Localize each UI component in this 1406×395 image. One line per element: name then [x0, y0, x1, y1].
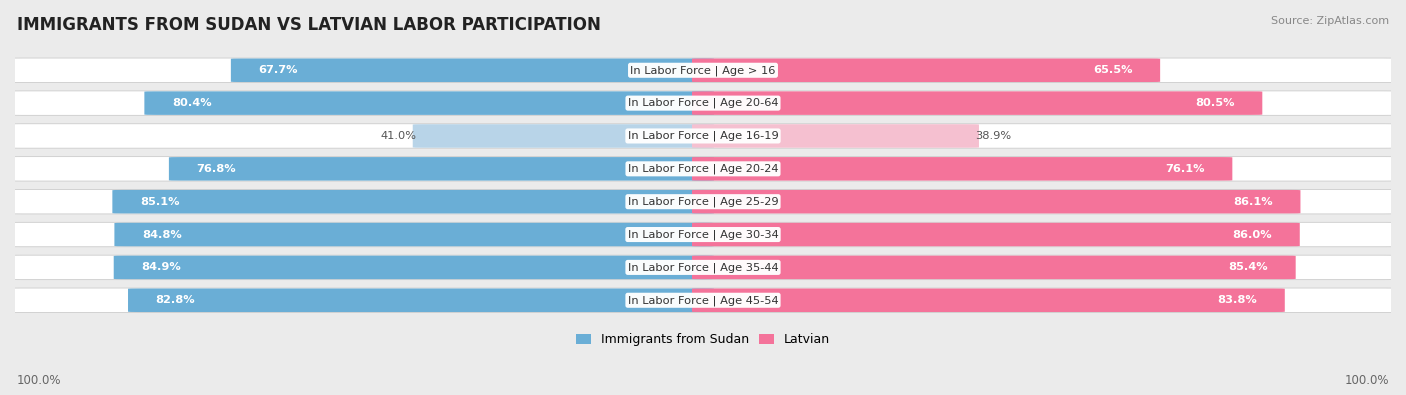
FancyBboxPatch shape	[169, 157, 714, 181]
FancyBboxPatch shape	[112, 190, 714, 213]
Text: 85.1%: 85.1%	[139, 197, 180, 207]
Text: 67.7%: 67.7%	[259, 65, 298, 75]
Text: IMMIGRANTS FROM SUDAN VS LATVIAN LABOR PARTICIPATION: IMMIGRANTS FROM SUDAN VS LATVIAN LABOR P…	[17, 16, 600, 34]
Text: 100.0%: 100.0%	[1344, 374, 1389, 387]
Text: 80.5%: 80.5%	[1195, 98, 1234, 108]
Text: In Labor Force | Age 30-34: In Labor Force | Age 30-34	[627, 229, 779, 240]
Text: 76.8%: 76.8%	[197, 164, 236, 174]
FancyBboxPatch shape	[145, 91, 714, 115]
Text: 76.1%: 76.1%	[1166, 164, 1205, 174]
FancyBboxPatch shape	[692, 223, 1299, 246]
Text: In Labor Force | Age > 16: In Labor Force | Age > 16	[630, 65, 776, 75]
Text: 65.5%: 65.5%	[1092, 65, 1133, 75]
Legend: Immigrants from Sudan, Latvian: Immigrants from Sudan, Latvian	[571, 328, 835, 352]
Text: 41.0%: 41.0%	[381, 131, 416, 141]
Text: 86.0%: 86.0%	[1233, 229, 1272, 239]
FancyBboxPatch shape	[6, 124, 1400, 148]
Text: 100.0%: 100.0%	[17, 374, 62, 387]
FancyBboxPatch shape	[692, 157, 1232, 181]
FancyBboxPatch shape	[6, 190, 1400, 214]
Text: Source: ZipAtlas.com: Source: ZipAtlas.com	[1271, 16, 1389, 26]
Text: 84.8%: 84.8%	[142, 229, 181, 239]
FancyBboxPatch shape	[692, 124, 979, 148]
FancyBboxPatch shape	[692, 91, 1263, 115]
FancyBboxPatch shape	[6, 288, 1400, 312]
Text: In Labor Force | Age 45-54: In Labor Force | Age 45-54	[627, 295, 779, 305]
FancyBboxPatch shape	[231, 58, 714, 82]
FancyBboxPatch shape	[114, 223, 714, 246]
Text: 85.4%: 85.4%	[1229, 262, 1268, 273]
Text: In Labor Force | Age 20-24: In Labor Force | Age 20-24	[627, 164, 779, 174]
FancyBboxPatch shape	[6, 91, 1400, 115]
FancyBboxPatch shape	[413, 124, 714, 148]
Text: 82.8%: 82.8%	[156, 295, 195, 305]
FancyBboxPatch shape	[6, 58, 1400, 83]
FancyBboxPatch shape	[692, 58, 1160, 82]
FancyBboxPatch shape	[692, 288, 1285, 312]
FancyBboxPatch shape	[692, 190, 1301, 213]
FancyBboxPatch shape	[114, 256, 714, 279]
FancyBboxPatch shape	[128, 288, 714, 312]
FancyBboxPatch shape	[6, 222, 1400, 247]
Text: 83.8%: 83.8%	[1218, 295, 1257, 305]
Text: 84.9%: 84.9%	[141, 262, 181, 273]
Text: In Labor Force | Age 35-44: In Labor Force | Age 35-44	[627, 262, 779, 273]
Text: 80.4%: 80.4%	[172, 98, 211, 108]
FancyBboxPatch shape	[6, 255, 1400, 280]
Text: 86.1%: 86.1%	[1233, 197, 1272, 207]
FancyBboxPatch shape	[6, 156, 1400, 181]
FancyBboxPatch shape	[692, 256, 1296, 279]
Text: In Labor Force | Age 25-29: In Labor Force | Age 25-29	[627, 196, 779, 207]
Text: 38.9%: 38.9%	[974, 131, 1011, 141]
Text: In Labor Force | Age 16-19: In Labor Force | Age 16-19	[627, 131, 779, 141]
Text: In Labor Force | Age 20-64: In Labor Force | Age 20-64	[627, 98, 779, 108]
